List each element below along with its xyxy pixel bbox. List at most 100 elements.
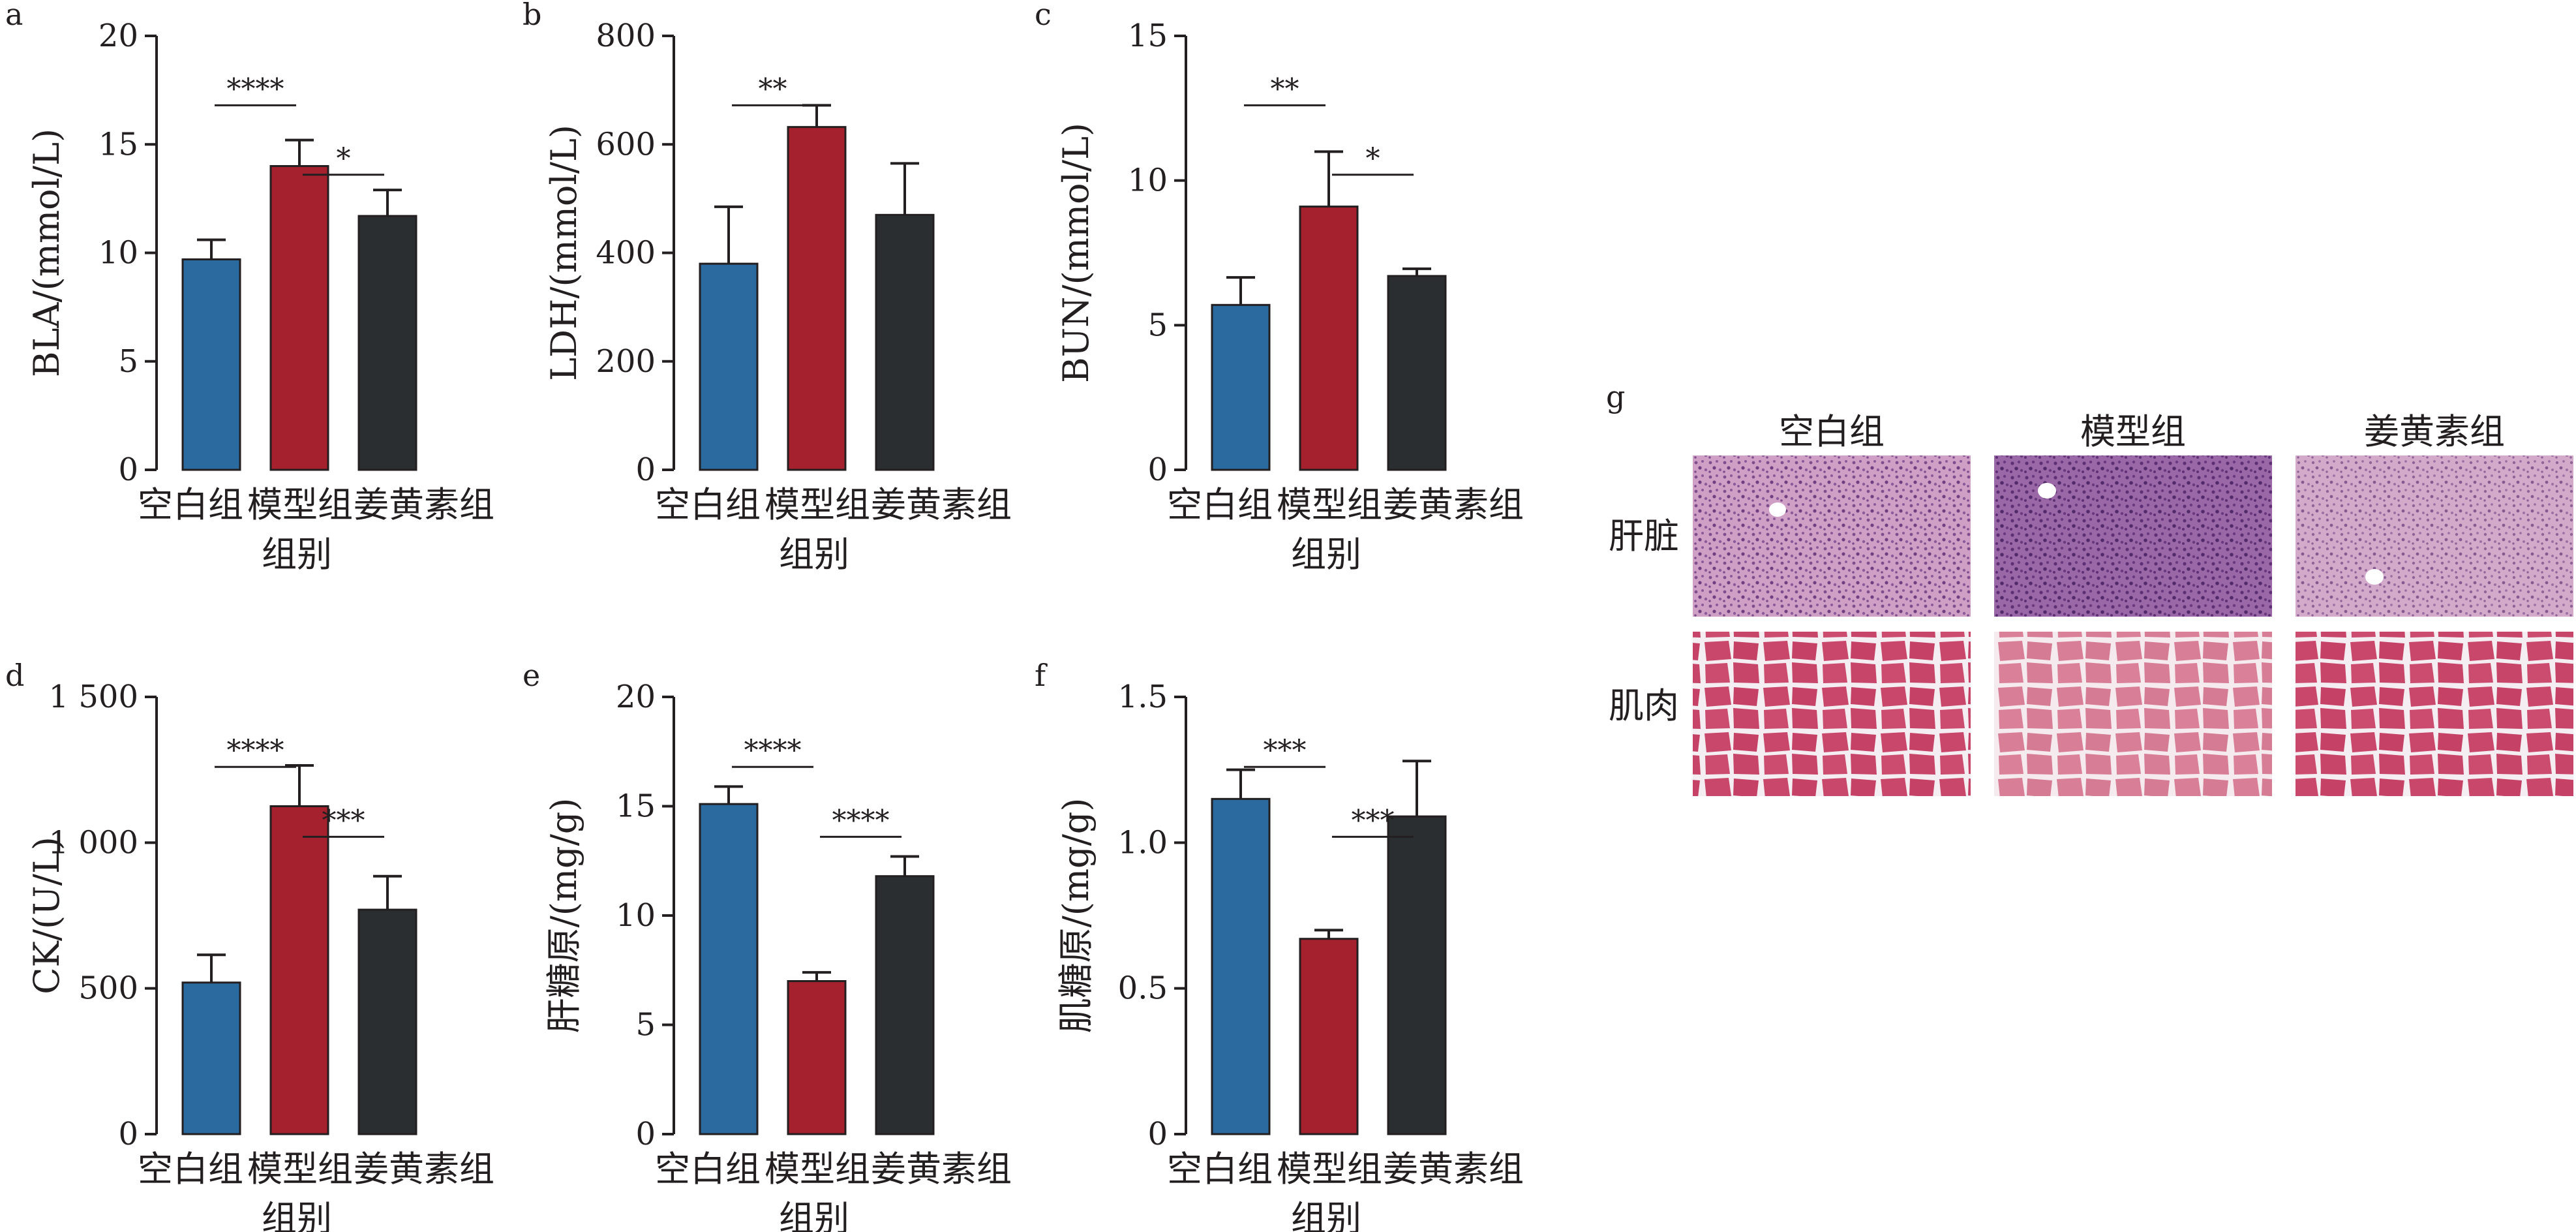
y-tick-label: 15 — [1128, 18, 1168, 54]
y-tick-label: 5 — [118, 343, 138, 380]
micrograph-liver-model — [1994, 455, 2272, 617]
bar — [269, 165, 329, 471]
x-axis-title: 组别 — [262, 534, 332, 575]
bar — [181, 258, 241, 471]
significance-label: *** — [322, 804, 365, 837]
x-tick-label: 模型组 — [1277, 484, 1382, 525]
x-tick-label: 模型组 — [1277, 1148, 1382, 1190]
x-tick-label: 姜黄素组 — [1383, 1148, 1524, 1190]
x-tick-label: 姜黄素组 — [354, 1148, 494, 1190]
x-tick-label: 姜黄素组 — [1383, 484, 1524, 525]
y-tick-label: 20 — [98, 18, 138, 54]
y-tick-label: 500 — [78, 970, 138, 1007]
x-axis-title: 组别 — [1291, 534, 1361, 575]
y-tick-label: 0 — [1147, 1116, 1168, 1152]
significance-label: **** — [227, 72, 284, 106]
y-axis-title: 肝糖原/(mg/g) — [543, 798, 584, 1034]
bar — [1211, 303, 1271, 471]
y-tick-label: 15 — [616, 788, 656, 825]
micrograph-muscle-model — [1994, 632, 2272, 796]
x-axis-title: 组别 — [262, 1198, 332, 1232]
x-tick-label: 空白组 — [655, 1148, 761, 1190]
x-tick-label: 空白组 — [138, 1148, 243, 1190]
x-axis-title: 组别 — [779, 534, 849, 575]
y-axis-title: LDH/(mmol/L) — [543, 125, 584, 381]
y-tick-label: 15 — [98, 126, 138, 162]
significance-label: * — [337, 142, 351, 176]
y-tick-label: 200 — [596, 343, 656, 380]
bar — [787, 980, 847, 1135]
bar — [1299, 938, 1359, 1135]
bar — [1387, 275, 1447, 471]
bar — [357, 215, 417, 471]
y-tick-label: 1.0 — [1118, 824, 1168, 861]
y-tick-label: 400 — [596, 235, 656, 271]
micrograph-liver-blank — [1693, 455, 1971, 617]
panel-letter-e: e — [523, 658, 540, 693]
y-axis-title: BLA/(mmol/L) — [26, 129, 67, 377]
y-tick-label: 0 — [635, 1116, 656, 1152]
y-tick-label: 600 — [596, 126, 656, 162]
x-tick-label: 空白组 — [1167, 1148, 1273, 1190]
x-tick-label: 姜黄素组 — [871, 1148, 1012, 1190]
y-tick-label: 0 — [1147, 452, 1168, 488]
x-tick-label: 姜黄素组 — [354, 484, 494, 525]
y-axis-title: 肌糖原/(mg/g) — [1055, 798, 1097, 1034]
significance-label: * — [1366, 142, 1380, 176]
significance-label: ** — [759, 72, 787, 106]
micrograph-liver-curcumin — [2296, 455, 2573, 617]
x-tick-label: 模型组 — [765, 484, 870, 525]
bar — [699, 803, 759, 1135]
y-tick-label: 0 — [118, 1116, 138, 1152]
significance-label: *** — [1264, 734, 1307, 767]
panel-letter-g: g — [1606, 379, 1625, 414]
significance-label: **** — [744, 734, 802, 767]
panel-letter-c: c — [1035, 0, 1052, 32]
x-tick-label: 模型组 — [765, 1148, 870, 1190]
y-tick-label: 0 — [635, 452, 656, 488]
x-tick-label: 姜黄素组 — [871, 484, 1012, 525]
y-tick-label: 10 — [1128, 162, 1168, 199]
significance-label: ** — [1271, 72, 1299, 106]
y-tick-label: 5 — [635, 1007, 656, 1043]
histology-row-label: 肌肉 — [1609, 685, 1679, 726]
y-tick-label: 10 — [98, 235, 138, 271]
y-tick-label: 5 — [1147, 307, 1168, 343]
y-tick-label: 0 — [118, 452, 138, 488]
x-tick-label: 空白组 — [138, 484, 243, 525]
bar — [357, 908, 417, 1135]
y-tick-label: 1 500 — [49, 679, 138, 715]
bar — [1211, 797, 1271, 1135]
panel-letter-b: b — [523, 0, 541, 32]
y-tick-label: 10 — [616, 897, 656, 934]
significance-label: **** — [227, 734, 284, 767]
histology-column-label: 空白组 — [1779, 411, 1885, 452]
bar — [787, 126, 847, 471]
panel-letter-d: d — [5, 658, 24, 693]
histology-column-label: 模型组 — [2080, 411, 2186, 452]
bar — [1387, 815, 1447, 1135]
y-tick-label: 20 — [616, 679, 656, 715]
histology-panel-g: g 空白组 模型组 姜黄素组 肝脏 肌肉 — [1606, 379, 2573, 796]
x-tick-label: 模型组 — [247, 484, 353, 525]
bar — [1299, 206, 1359, 471]
y-axis-title: BUN/(mmol/L) — [1055, 123, 1097, 383]
bar — [181, 981, 241, 1135]
histology-column-label: 姜黄素组 — [2364, 411, 2505, 452]
micrograph-muscle-blank — [1693, 632, 1971, 796]
x-axis-title: 组别 — [779, 1198, 849, 1232]
histology-row-label: 肝脏 — [1609, 516, 1679, 557]
x-tick-label: 空白组 — [1167, 484, 1273, 525]
panel-letter-f: f — [1035, 658, 1048, 693]
significance-label: *** — [1352, 804, 1395, 837]
y-tick-label: 800 — [596, 18, 656, 54]
y-axis-title: CK/(U/L) — [26, 837, 67, 994]
micrograph-muscle-curcumin — [2296, 632, 2573, 796]
